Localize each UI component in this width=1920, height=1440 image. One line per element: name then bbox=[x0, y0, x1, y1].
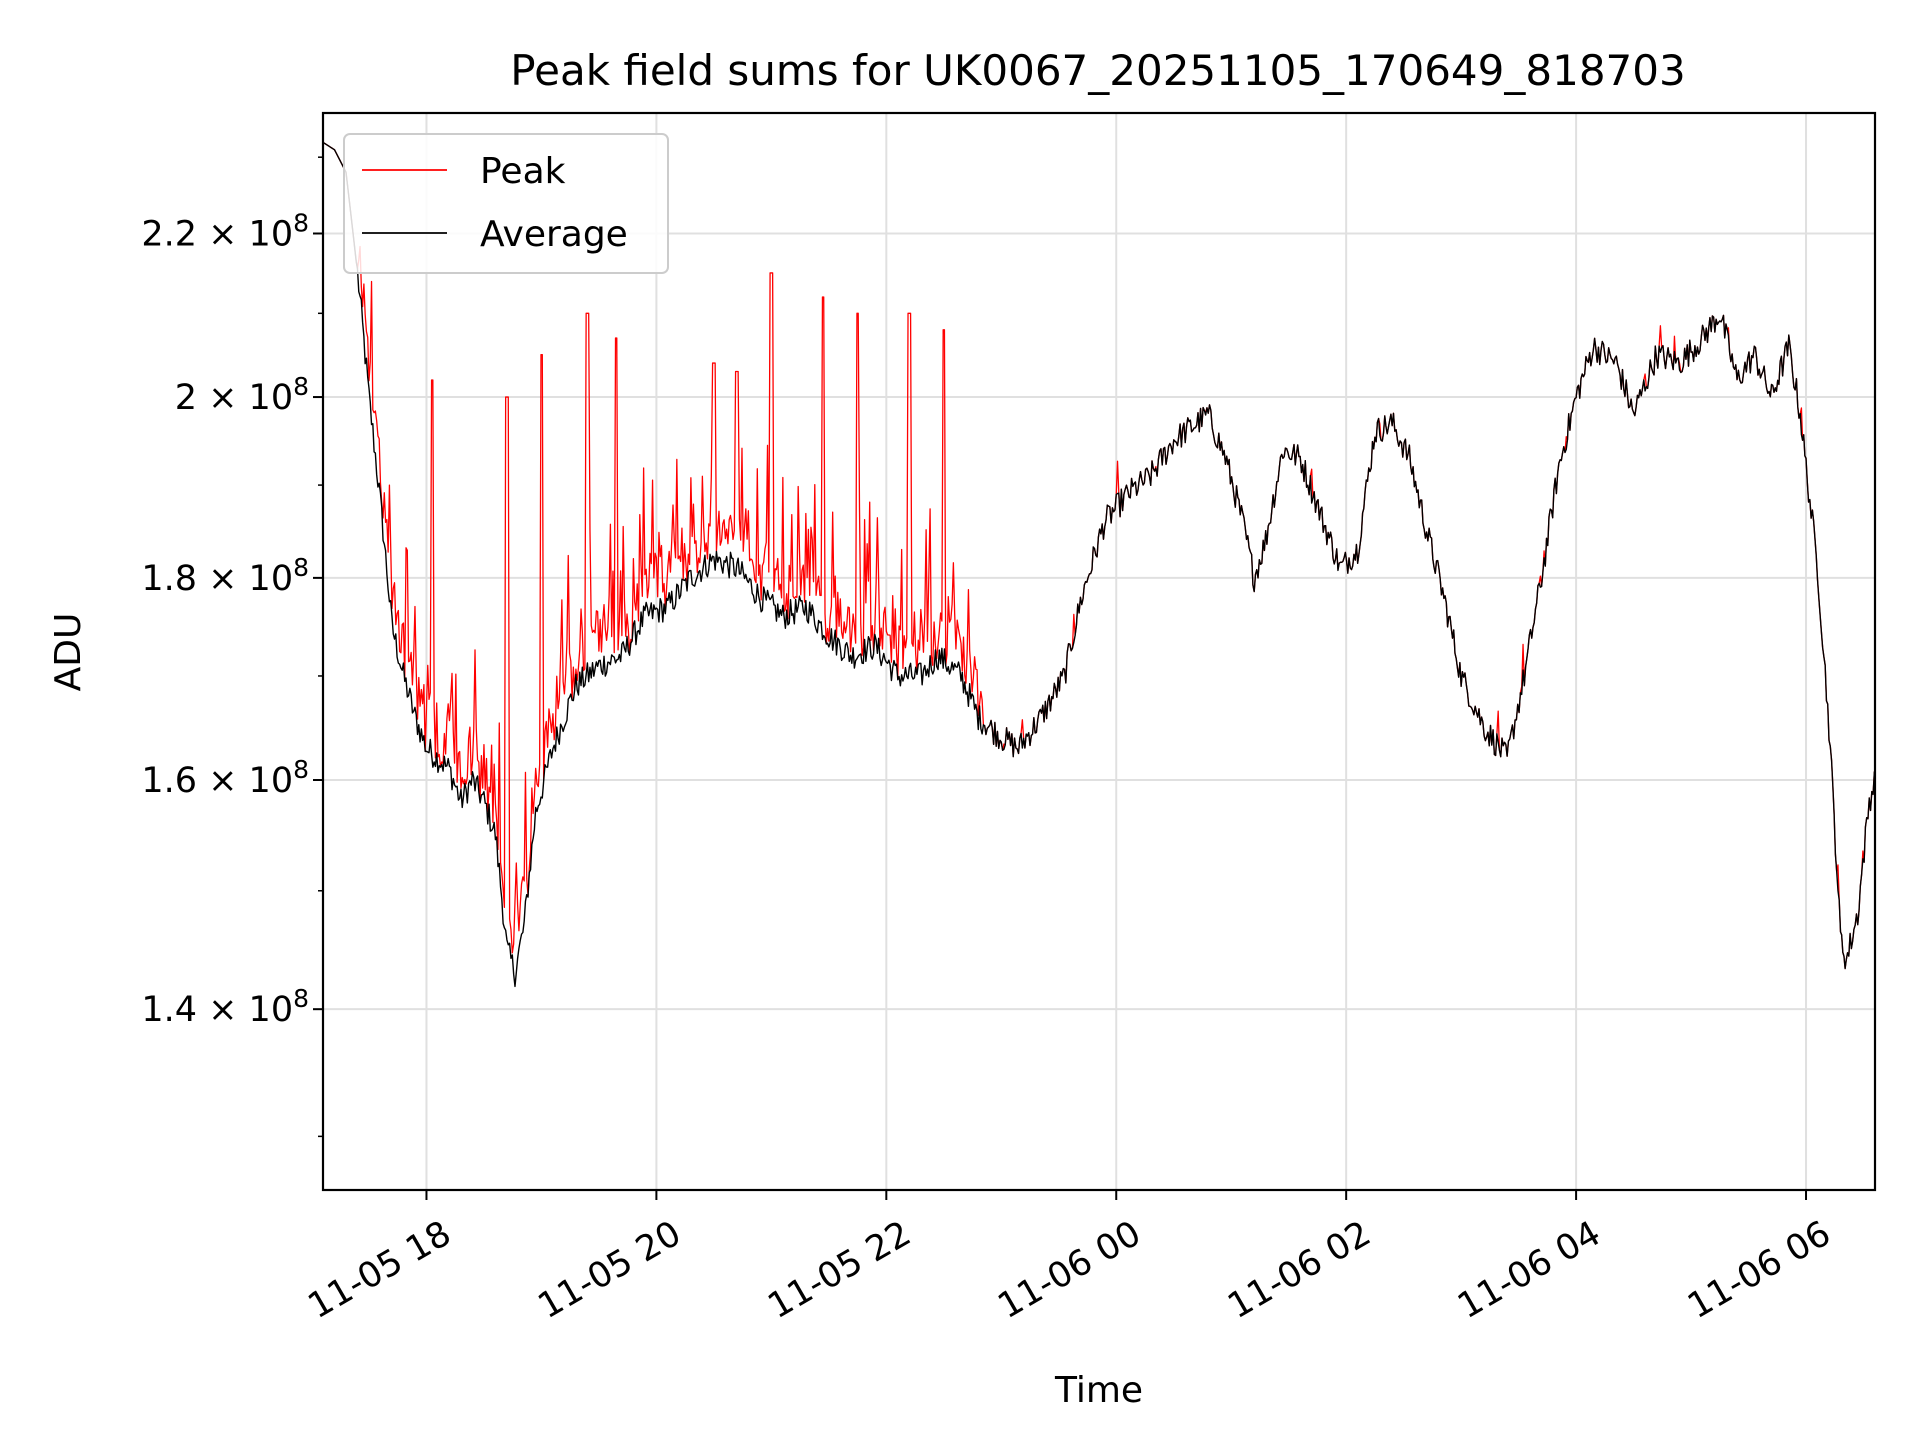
chart-title: Peak field sums for UK0067_20251105_1706… bbox=[510, 46, 1685, 95]
y-tick-label: 2 × 108 bbox=[175, 372, 309, 418]
y-axis-label: ADU bbox=[48, 613, 89, 692]
legend-label-average: Average bbox=[480, 214, 628, 255]
plot-frame bbox=[321, 111, 1877, 1192]
y-tick-label: 2.2 × 108 bbox=[141, 208, 309, 254]
grid-lines bbox=[323, 113, 1875, 1190]
series-layer bbox=[323, 141, 1875, 988]
legend-box bbox=[343, 133, 669, 274]
y-tick-label: 1.4 × 108 bbox=[141, 984, 309, 1030]
y-tick-label: 1.6 × 108 bbox=[141, 755, 309, 801]
series-average-line bbox=[323, 141, 1875, 988]
legend: Peak Average bbox=[343, 133, 669, 274]
y-tick-label: 1.8 × 108 bbox=[141, 553, 309, 599]
x-axis-label: Time bbox=[1054, 1370, 1143, 1411]
series-peak-line bbox=[323, 141, 1875, 970]
legend-label-peak: Peak bbox=[480, 151, 566, 192]
